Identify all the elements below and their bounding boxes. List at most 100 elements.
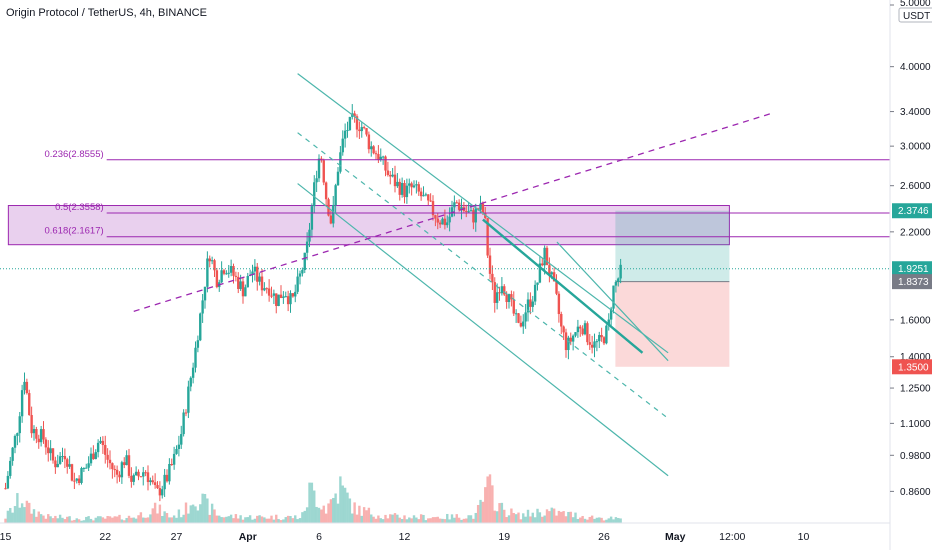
volume-bar <box>194 506 197 523</box>
volume-bar <box>213 509 216 523</box>
volume-bar <box>427 518 430 523</box>
candle <box>569 337 572 342</box>
candle <box>602 337 606 344</box>
candle <box>23 381 26 391</box>
price-tag-label: 1.3500 <box>898 362 929 373</box>
volume-bar <box>20 503 24 523</box>
candle <box>220 270 223 283</box>
candle <box>172 453 176 465</box>
volume-bar <box>68 516 71 523</box>
candle <box>512 299 515 314</box>
volume-bar <box>220 517 223 523</box>
volume-bar <box>476 504 480 523</box>
candle <box>170 463 173 465</box>
volume-bar <box>289 516 292 523</box>
volume-bar <box>137 515 140 523</box>
volume-bar <box>367 507 371 523</box>
x-tick-label: 26 <box>598 531 610 543</box>
volume-bar <box>507 515 511 523</box>
volume-bar <box>389 514 392 523</box>
volume-bar <box>146 517 150 523</box>
volume-bar <box>37 511 40 523</box>
candle <box>339 152 342 172</box>
volume-bar <box>598 517 601 523</box>
candle <box>232 266 235 276</box>
channel-line <box>297 132 669 419</box>
volume-bar <box>265 518 268 523</box>
volume-bar <box>92 520 95 523</box>
candle <box>258 276 261 282</box>
candle <box>441 218 444 225</box>
volume-bar <box>455 514 458 523</box>
price-tag-label: 1.8373 <box>898 277 929 288</box>
volume-bar <box>438 518 442 523</box>
volume-bar <box>327 503 330 523</box>
candle <box>472 210 475 223</box>
candle <box>199 313 202 341</box>
volume-bar <box>225 516 228 523</box>
volume-bar <box>543 515 546 523</box>
y-tick-label: 3.0000 <box>900 142 931 153</box>
candle <box>75 478 78 481</box>
candle <box>149 480 152 483</box>
candle <box>612 285 615 309</box>
volume-bar <box>94 517 97 523</box>
volume-bar <box>434 517 437 523</box>
candle <box>600 335 603 338</box>
trend-line <box>482 218 644 354</box>
volume-bar <box>168 517 171 523</box>
candle <box>493 282 496 303</box>
candle <box>153 482 157 486</box>
volume-bar <box>144 517 147 523</box>
volume-bar <box>377 515 380 523</box>
price-tag-label: 2.3746 <box>898 206 929 217</box>
candle <box>196 340 200 348</box>
volume-bar <box>272 519 276 523</box>
volume-bar <box>196 510 200 523</box>
volume-bar <box>277 519 280 523</box>
volume-bar <box>42 515 45 523</box>
volume-bar <box>360 515 363 523</box>
volume-bar <box>320 509 323 523</box>
candle <box>517 313 520 323</box>
candle <box>576 326 580 333</box>
candle <box>322 160 325 183</box>
candle <box>346 130 349 132</box>
volume-bar <box>503 509 506 523</box>
volume-bar <box>555 515 558 523</box>
volume-bar <box>111 517 114 523</box>
candle <box>336 171 340 186</box>
trend-line-secondary <box>556 241 669 362</box>
volume-bar <box>446 513 449 523</box>
candle <box>177 444 181 449</box>
y-tick-label: 3.4000 <box>900 107 931 118</box>
x-tick-label: 6 <box>316 531 322 543</box>
candle <box>393 174 397 187</box>
price-axis[interactable]: 4.0000 3.4000 3.0000 2.6000 2.2000 1.6000 1.40… <box>889 0 932 550</box>
volume-bar <box>600 517 603 523</box>
candle <box>201 300 204 314</box>
volume-bar <box>89 518 93 523</box>
volume-bar <box>82 520 86 523</box>
x-tick-label: 12:00 <box>719 531 745 543</box>
candle <box>6 475 10 489</box>
volume-bar <box>486 476 489 523</box>
volume-bar <box>343 487 347 523</box>
candle <box>412 185 416 188</box>
volume-bar <box>612 519 615 523</box>
fib-label: 0.618(2.1617) <box>45 226 104 237</box>
volume-bar <box>569 511 572 523</box>
volume-bar <box>545 509 549 523</box>
time-axis[interactable]: 15 22 27 Apr 6 12 19 26 May 12:00 10 <box>0 522 890 543</box>
volume-bar <box>180 517 183 523</box>
volume-bar <box>379 518 382 523</box>
candle <box>315 178 318 183</box>
volume-bar <box>374 518 378 523</box>
candle <box>294 291 297 297</box>
volume-bar <box>44 518 48 523</box>
candle <box>289 293 292 305</box>
volume-bar <box>498 503 501 523</box>
volume-bar <box>581 515 584 523</box>
candle <box>334 185 337 206</box>
